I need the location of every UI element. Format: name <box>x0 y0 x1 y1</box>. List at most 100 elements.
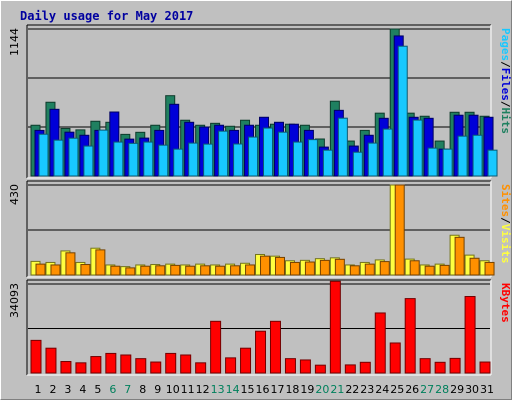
bar-pages-day-28 <box>442 148 453 177</box>
bar-pages-day-4 <box>83 145 94 177</box>
bar-sites-day-31 <box>484 261 495 276</box>
bar-sites-day-24 <box>379 261 390 276</box>
x-tick-label-day-22: 22 <box>345 383 359 396</box>
bar-sites-day-4 <box>80 264 91 276</box>
bar-pages-day-30 <box>472 134 483 177</box>
bar-kbytes-day-13 <box>210 320 222 374</box>
bar-kbytes-day-6 <box>105 352 117 374</box>
legend-pages: Pages <box>499 28 512 61</box>
x-tick-label-day-3: 3 <box>64 383 71 396</box>
bar-pages-day-1 <box>38 133 49 177</box>
bar-pages-day-31 <box>487 149 498 177</box>
panel-kbytes-legend: KBytes <box>499 283 512 323</box>
bar-pages-day-3 <box>68 137 79 177</box>
bar-sites-day-13 <box>215 265 226 276</box>
bar-kbytes-day-26 <box>404 298 416 374</box>
bar-kbytes-day-14 <box>225 357 237 374</box>
bar-pages-day-26 <box>412 119 423 177</box>
legend-sites: Sites <box>499 184 512 217</box>
bar-sites-day-9 <box>155 265 166 276</box>
bar-pages-day-8 <box>143 141 154 177</box>
x-tick-label-day-16: 16 <box>256 383 270 396</box>
bar-sites-day-8 <box>140 265 151 276</box>
bar-kbytes-day-7 <box>120 354 132 374</box>
bar-sites-day-23 <box>364 263 375 276</box>
x-tick-label-day-29: 29 <box>450 383 464 396</box>
bar-sites-day-2 <box>50 264 61 276</box>
bar-kbytes-day-22 <box>344 364 356 374</box>
x-tick-label-day-10: 10 <box>166 383 180 396</box>
bar-pages-day-22 <box>352 151 363 177</box>
bar-kbytes-day-23 <box>359 361 371 374</box>
bar-pages-day-29 <box>457 135 468 177</box>
bar-pages-day-24 <box>382 128 393 177</box>
x-tick-label-day-27: 27 <box>420 383 434 396</box>
legend-visits: Visits <box>499 224 512 264</box>
bar-sites-day-28 <box>439 264 450 276</box>
bar-sites-day-16 <box>260 255 271 276</box>
bar-sites-day-26 <box>409 260 420 276</box>
bar-pages-day-17 <box>277 131 288 177</box>
panel-kbytes-ymax-label: 34093 <box>8 283 21 318</box>
bar-kbytes-day-4 <box>75 362 87 374</box>
x-tick-label-day-2: 2 <box>49 383 56 396</box>
bar-sites-day-15 <box>245 264 256 276</box>
bar-kbytes-day-28 <box>434 361 446 374</box>
bar-sites-day-1 <box>35 263 46 276</box>
bar-kbytes-day-16 <box>255 330 267 374</box>
bar-sites-day-30 <box>469 257 480 276</box>
chart-title: Daily usage for May 2017 <box>20 9 194 23</box>
bar-pages-day-20 <box>322 149 333 177</box>
bar-pages-day-25 <box>397 45 408 177</box>
bar-kbytes-day-10 <box>165 352 177 374</box>
x-tick-label-day-24: 24 <box>375 383 389 396</box>
bar-sites-day-22 <box>349 265 360 276</box>
bar-sites-day-25 <box>394 184 405 276</box>
bar-sites-day-10 <box>170 264 181 276</box>
bar-sites-day-11 <box>185 265 196 276</box>
bar-kbytes-day-20 <box>314 364 326 374</box>
bar-pages-day-10 <box>173 148 184 177</box>
bar-pages-day-23 <box>367 142 378 177</box>
bar-kbytes-day-29 <box>449 357 461 374</box>
x-tick-label-day-21: 21 <box>330 383 344 396</box>
bar-sites-day-17 <box>274 256 285 276</box>
x-tick-label-day-19: 19 <box>300 383 314 396</box>
x-tick-label-day-28: 28 <box>435 383 449 396</box>
x-tick-label-day-6: 6 <box>109 383 116 396</box>
bar-kbytes-day-30 <box>464 296 476 374</box>
bar-kbytes-day-12 <box>195 362 207 374</box>
bar-kbytes-day-24 <box>374 312 386 374</box>
bar-kbytes-day-9 <box>150 361 162 374</box>
x-tick-label-day-26: 26 <box>405 383 419 396</box>
bar-pages-day-12 <box>203 143 214 177</box>
bar-sites-day-5 <box>95 249 106 276</box>
bar-sites-day-21 <box>334 258 345 276</box>
bar-sites-day-6 <box>110 265 121 276</box>
bar-kbytes-day-31 <box>479 361 491 374</box>
bar-pages-day-15 <box>248 136 259 177</box>
bar-pages-day-16 <box>263 127 274 177</box>
bar-pages-day-19 <box>307 139 318 177</box>
x-tick-label-day-8: 8 <box>139 383 146 396</box>
bar-kbytes-day-2 <box>45 347 57 374</box>
bar-kbytes-day-3 <box>60 361 72 374</box>
bar-sites-day-7 <box>125 267 136 276</box>
panel-hits-files-pages-ymax-label: 1144 <box>8 28 21 56</box>
bar-sites-day-29 <box>454 236 465 276</box>
x-tick-label-day-7: 7 <box>124 383 131 396</box>
bar-pages-day-5 <box>98 129 109 177</box>
bar-kbytes-day-19 <box>299 359 311 374</box>
bar-sites-day-3 <box>65 252 76 276</box>
bar-pages-day-6 <box>113 141 124 177</box>
bar-kbytes-day-1 <box>30 339 42 374</box>
x-tick-label-day-30: 30 <box>465 383 479 396</box>
bar-pages-day-7 <box>128 142 139 177</box>
bar-kbytes-day-18 <box>284 358 296 374</box>
bar-kbytes-day-27 <box>419 358 431 374</box>
bar-sites-day-20 <box>319 259 330 276</box>
legend-separator: / <box>499 101 512 108</box>
x-tick-label-day-23: 23 <box>360 383 374 396</box>
panel-visits-sites-legend: Sites/Visits <box>499 184 512 264</box>
